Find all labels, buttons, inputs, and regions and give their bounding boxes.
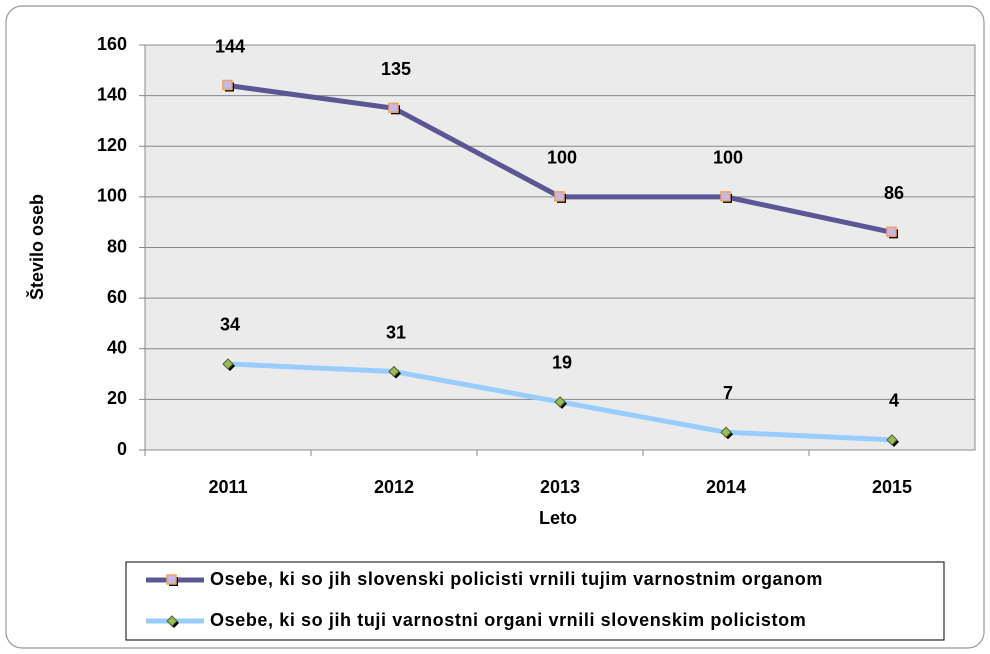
marker <box>886 434 898 446</box>
marker <box>388 365 400 378</box>
x-tick-label: 2013 <box>540 477 580 497</box>
data-label: 100 <box>547 148 577 168</box>
data-label: 34 <box>220 315 240 335</box>
y-tick-label: 60 <box>107 287 127 307</box>
data-label: 19 <box>552 353 572 373</box>
y-tick-label: 120 <box>97 135 127 155</box>
y-tick-label: 100 <box>97 186 127 206</box>
marker <box>222 358 234 370</box>
y-tick-label: 140 <box>97 84 127 104</box>
marker <box>554 396 566 408</box>
marker <box>720 426 732 438</box>
data-label: 144 <box>215 36 245 56</box>
y-axis-title: Število oseb <box>26 194 47 300</box>
marker <box>166 574 177 585</box>
y-tick-label: 0 <box>117 439 127 459</box>
x-tick-label: 2011 <box>208 477 247 497</box>
data-label: 86 <box>884 183 904 203</box>
data-label: 4 <box>889 391 899 411</box>
data-label: 100 <box>713 148 743 168</box>
x-axis-title: Leto <box>539 508 577 528</box>
marker <box>388 102 399 114</box>
x-tick-label: 2014 <box>706 477 746 497</box>
marker <box>720 191 731 202</box>
y-tick-label: 80 <box>107 236 127 256</box>
legend-label: Osebe, ki so jih slovenski policisti vrn… <box>210 569 823 589</box>
legend <box>125 561 945 641</box>
y-tick-label: 40 <box>107 338 127 358</box>
x-tick-label: 2012 <box>374 477 414 497</box>
y-tick-label: 160 <box>97 34 127 54</box>
data-label: 7 <box>723 383 733 403</box>
marker <box>886 226 897 238</box>
y-tick-label: 20 <box>107 388 127 408</box>
marker <box>222 79 233 91</box>
marker <box>554 191 565 202</box>
marker <box>166 615 178 627</box>
legend-label: Osebe, ki so jih tuji varnostni organi v… <box>210 610 806 630</box>
data-label: 135 <box>381 59 411 79</box>
data-label: 31 <box>386 322 406 342</box>
x-tick-label: 2015 <box>872 477 912 497</box>
